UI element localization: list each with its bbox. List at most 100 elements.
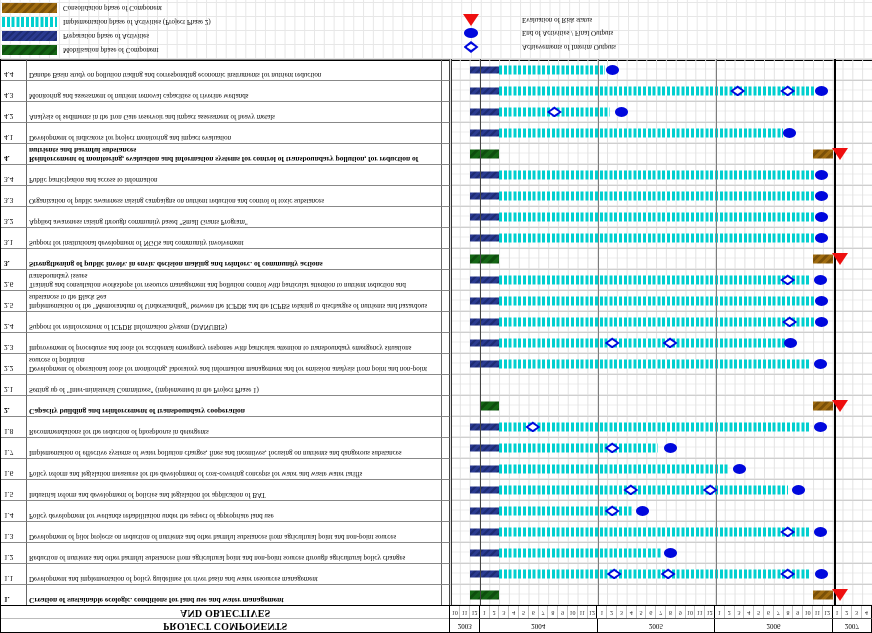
preparation-phase-bar (470, 129, 500, 137)
row-label: Improvement of procedures and tools for … (26, 332, 443, 353)
diamond-marker-inner (608, 445, 617, 451)
header-title-line1: PROJECT COMPONENTS (1, 618, 450, 632)
spacer-cell (442, 143, 451, 164)
gantt-table: PROJECT COMPONENTS AND OBJECTIVES 2003 20… (0, 59, 872, 633)
row-id: 2.1 (1, 374, 27, 395)
implementation-phase-bar (499, 296, 816, 306)
implementation-phase-bar (499, 548, 663, 558)
implementation-phase-bar (499, 170, 816, 180)
month-label: 1 (715, 606, 725, 619)
table-row: 1.2 Reduction of nutrients and other harm… (1, 542, 872, 563)
row-label: Recommendations for the reduction of pho… (26, 416, 443, 437)
month-label: 4 (626, 606, 637, 619)
spacer-cell (442, 101, 451, 122)
row-id: 1. (1, 584, 27, 605)
month-label: 12 (705, 606, 715, 619)
diamond-marker-inner (785, 319, 794, 325)
legend: Mobilisation phase of Component Preparati… (0, 0, 872, 59)
triangle-marker-icon (831, 253, 848, 265)
row-label: Organization of public awareness raising… (26, 185, 443, 206)
year-separator-line (480, 59, 482, 605)
row-id: 3.3 (1, 185, 27, 206)
row-id: 4.4 (1, 59, 27, 80)
row-id: 3.2 (1, 206, 27, 227)
row-track (450, 374, 872, 395)
row-id: 2.3 (1, 332, 27, 353)
ellipse-marker-icon (814, 212, 828, 222)
spacer-cell (442, 185, 451, 206)
spacer-cell (442, 395, 451, 416)
table-row: 3. Strengthening of public involv. in env… (1, 248, 872, 269)
preparation-phase-bar (470, 360, 500, 368)
consolidation-phase-bar (813, 149, 833, 159)
gantt-rows: 1. Creation of sustainable ecologic. cond… (0, 59, 872, 605)
row-label: Industrial reform and development of pol… (26, 479, 443, 500)
table-row: 1.1 Development and implementation of pol… (1, 563, 872, 584)
legend-phase-item: Consolidation phase of Component (2, 2, 162, 14)
preparation-phase-bar (470, 465, 500, 473)
diamond-marker-inner (608, 340, 617, 346)
row-track (450, 437, 872, 458)
spacer-cell (442, 584, 451, 605)
row-id: 2.6 (1, 269, 27, 290)
diamond-marker-inner (783, 571, 792, 577)
row-track (450, 584, 872, 605)
diamond-marker-inner (626, 487, 635, 493)
spacer-cell (442, 248, 451, 269)
ellipse-marker-icon (663, 548, 677, 558)
implementation-phase-bar (499, 464, 728, 474)
diamond-icon (464, 41, 479, 53)
preparation-phase-bar (470, 570, 500, 578)
row-label: Support for institutional development of… (26, 227, 443, 248)
components-header-cell: PROJECT COMPONENTS AND OBJECTIVES (1, 605, 451, 632)
years-row: 2003 2004 2005 2006 2007 (450, 618, 872, 632)
triangle-icon (463, 14, 479, 26)
table-row: 2.5 Implementation of the "Memorandum of … (1, 290, 872, 311)
table-row: 1.4 Policy development for wetlands rehab… (1, 500, 872, 521)
ellipse-marker-icon (783, 128, 797, 138)
ellipse-marker-icon (605, 65, 619, 75)
table-row: 2. Capacity building and reinforcement of… (1, 395, 872, 416)
preparation-phase-bar (470, 171, 500, 179)
spacer-cell (442, 227, 451, 248)
preparation-phase-bar (470, 423, 500, 431)
table-row: 1.3 Development of pilot projects on redu… (1, 521, 872, 542)
implementation-phase-bar (499, 275, 811, 285)
month-label: 2 (724, 606, 735, 619)
row-track (450, 59, 872, 80)
implementation-phase-bar (499, 86, 816, 96)
table-row: 4.1 Development of indicators for project… (1, 122, 872, 143)
ellipse-marker-icon (814, 569, 828, 579)
table-row: 2.3 Improvement of procedures and tools f… (1, 332, 872, 353)
month-label: 5 (754, 606, 764, 619)
row-id: 1.6 (1, 458, 27, 479)
legend-marker-label: Achievements of Interim Outputs (522, 43, 616, 51)
time-axis: 2003 2004 2005 2006 2007 10 11 12 1 2 3 4 5 6 7 8 9 10 11… (450, 605, 872, 632)
month-label: 3 (499, 606, 510, 619)
table-header: PROJECT COMPONENTS AND OBJECTIVES 2003 20… (0, 605, 872, 633)
row-track (450, 458, 872, 479)
row-track (450, 416, 872, 437)
row-track (450, 80, 872, 101)
mobilisation-phase-bar (470, 254, 500, 264)
row-id: 4.2 (1, 101, 27, 122)
row-id: 2.4 (1, 311, 27, 332)
diamond-marker-inner (550, 109, 559, 115)
month-label: 4 (509, 606, 520, 619)
month-label: 2 (489, 606, 500, 619)
row-label: Danube Basin study on pollution trading … (26, 59, 443, 80)
preparation-phase-bar (470, 297, 500, 305)
row-id: 1.2 (1, 542, 27, 563)
row-id: 1.7 (1, 437, 27, 458)
row-id: 1.5 (1, 479, 27, 500)
legend-phase-item: Implementation phase of Activities (Proj… (2, 16, 211, 28)
implementation-phase-bar (499, 128, 783, 138)
row-id: 4.1 (1, 122, 27, 143)
ellipse-icon (464, 28, 478, 39)
month-label: 11 (812, 606, 823, 619)
month-label: 3 (617, 606, 627, 619)
implementation-phase-bar (499, 569, 811, 579)
ellipse-marker-icon (636, 506, 650, 516)
ellipse-marker-icon (813, 275, 827, 285)
diamond-marker-inner (783, 277, 792, 283)
